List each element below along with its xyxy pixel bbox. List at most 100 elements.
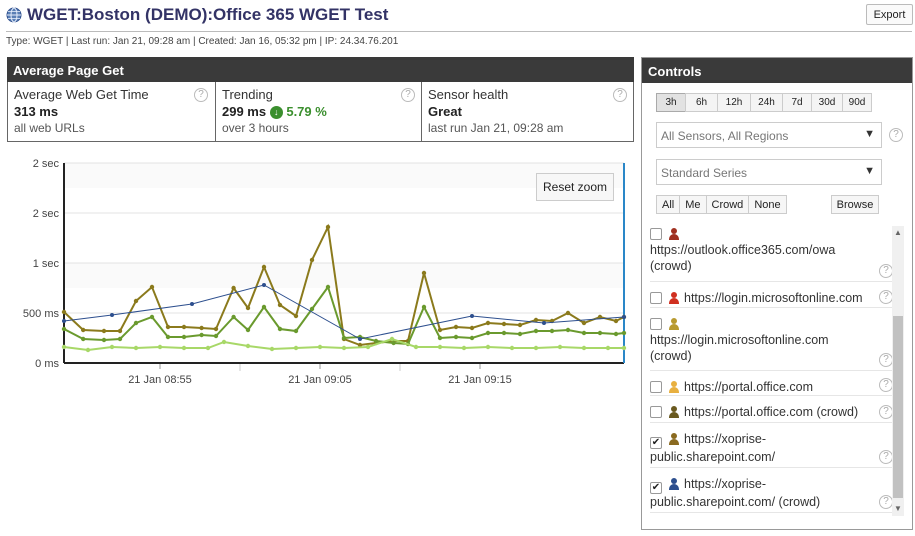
data-point bbox=[533, 328, 539, 334]
help-icon[interactable]: ? bbox=[879, 495, 893, 509]
range-7d[interactable]: 7d bbox=[782, 93, 812, 112]
data-point bbox=[81, 327, 86, 333]
range-30d[interactable]: 30d bbox=[811, 93, 843, 112]
stat-trending-sub: over 3 hours bbox=[222, 121, 289, 135]
sensor-url-cont[interactable]: public.sharepoint.com/ bbox=[650, 450, 776, 464]
data-point bbox=[358, 337, 362, 341]
range-6h[interactable]: 6h bbox=[685, 93, 718, 112]
stat-average: Average Web Get Time 313 ms all web URLs… bbox=[8, 82, 215, 141]
sensor-checkbox[interactable]: ✔ bbox=[650, 482, 662, 494]
data-point bbox=[245, 327, 251, 333]
series-line bbox=[63, 223, 625, 347]
grid-band bbox=[64, 263, 624, 288]
x-tick-label: 21 Jan 09:15 bbox=[448, 374, 512, 386]
data-point bbox=[622, 315, 626, 319]
sensor-url-suffix[interactable]: (crowd) bbox=[650, 259, 692, 273]
title-bar: WGET:Boston (DEMO):Office 365 WGET Test … bbox=[6, 4, 913, 28]
sensor-url-suffix[interactable]: (crowd) bbox=[650, 349, 692, 363]
data-point bbox=[597, 314, 603, 320]
stat-health-label: Sensor health bbox=[428, 87, 509, 102]
help-icon[interactable]: ? bbox=[879, 450, 893, 464]
filter-me[interactable]: Me bbox=[679, 195, 707, 214]
series-line bbox=[63, 284, 625, 346]
data-point bbox=[262, 283, 266, 287]
sensor-region-select-value: All Sensors, All Regions bbox=[661, 129, 789, 143]
help-icon[interactable]: ? bbox=[194, 88, 208, 102]
data-point bbox=[413, 344, 419, 350]
help-icon[interactable]: ? bbox=[879, 290, 893, 304]
export-button[interactable]: Export bbox=[866, 4, 913, 25]
controls-panel: Controls 3h 6h 12h 24h 7d 30d 90d All Sensors,… bbox=[641, 57, 913, 530]
sensor-list-scrollbar[interactable]: ▲ ▼ bbox=[892, 226, 904, 516]
range-3h[interactable]: 3h bbox=[656, 93, 686, 112]
sensor-url[interactable]: https://portal.office.com bbox=[684, 380, 813, 394]
data-point bbox=[469, 335, 475, 341]
controls-header: Controls bbox=[642, 58, 912, 83]
sensor-region-select[interactable]: All Sensors, All Regions ▼ bbox=[656, 122, 882, 148]
series-select[interactable]: Standard Series ▼ bbox=[656, 159, 882, 185]
data-point bbox=[181, 345, 187, 351]
data-point bbox=[453, 334, 459, 340]
help-icon[interactable]: ? bbox=[889, 128, 903, 142]
sensor-url[interactable]: https://xoprise- bbox=[684, 477, 766, 491]
sensor-checkbox[interactable]: ✔ bbox=[650, 437, 662, 449]
scroll-down-icon[interactable]: ▼ bbox=[894, 504, 902, 513]
sensor-url-cont[interactable]: public.sharepoint.com/ (crowd) bbox=[650, 495, 821, 509]
help-icon[interactable]: ? bbox=[879, 353, 893, 367]
range-90d[interactable]: 90d bbox=[842, 93, 872, 112]
data-point bbox=[277, 302, 283, 308]
data-point bbox=[269, 346, 275, 352]
help-icon[interactable]: ? bbox=[879, 378, 893, 392]
data-point bbox=[613, 331, 619, 337]
data-point bbox=[62, 319, 66, 323]
data-point bbox=[61, 326, 67, 332]
sensor-checkbox[interactable] bbox=[650, 406, 662, 418]
sensor-url-cont[interactable]: https://outlook.office365.com/owa bbox=[650, 243, 836, 257]
sensor-checkbox[interactable] bbox=[650, 318, 662, 330]
sensor-checkbox[interactable] bbox=[650, 292, 662, 304]
sensor-first-line: https://portal.office.com bbox=[650, 379, 893, 395]
sensor-item: ✔ https://xoprise-public.sharepoint.com/ … bbox=[650, 468, 893, 513]
help-icon[interactable]: ? bbox=[613, 88, 627, 102]
scrollbar-thumb[interactable] bbox=[893, 316, 903, 498]
filter-all[interactable]: All bbox=[656, 195, 681, 214]
sensor-checkbox[interactable] bbox=[650, 381, 662, 393]
data-point bbox=[533, 317, 539, 323]
data-point bbox=[485, 330, 491, 336]
data-point bbox=[461, 345, 467, 351]
reset-zoom-button[interactable]: Reset zoom bbox=[536, 173, 614, 201]
sensor-checkbox[interactable] bbox=[650, 228, 662, 240]
data-point bbox=[581, 345, 587, 351]
sensor-item: https://login.microsoftonline.com (crowd)… bbox=[650, 308, 893, 371]
help-icon[interactable]: ? bbox=[401, 88, 415, 102]
data-point bbox=[190, 302, 194, 306]
data-point bbox=[85, 347, 91, 353]
sensor-url-cont[interactable]: https://login.microsoftonline.com bbox=[650, 333, 829, 347]
data-point bbox=[199, 325, 204, 331]
help-icon[interactable]: ? bbox=[879, 264, 893, 278]
data-point bbox=[613, 318, 619, 324]
range-12h[interactable]: 12h bbox=[717, 93, 751, 112]
scroll-up-icon[interactable]: ▲ bbox=[894, 228, 902, 237]
range-24h[interactable]: 24h bbox=[750, 93, 783, 112]
page-title: WGET:Boston (DEMO):Office 365 WGET Test bbox=[27, 5, 389, 24]
header-divider bbox=[6, 31, 912, 32]
sensor-first-line bbox=[650, 226, 893, 242]
page-get-chart[interactable]: 2 sec 2 sec 1 sec 500 ms 0 ms 21 Jan 08:55 21 … bbox=[0, 150, 636, 395]
data-point bbox=[341, 345, 347, 351]
y-tick-label: 0 ms bbox=[35, 358, 59, 370]
sensor-url[interactable]: https://login.microsoftonline.com bbox=[684, 291, 863, 305]
sensor-url[interactable]: https://xoprise- bbox=[684, 432, 766, 446]
data-point bbox=[277, 326, 283, 332]
person-icon bbox=[668, 318, 679, 330]
filter-crowd[interactable]: Crowd bbox=[705, 195, 750, 214]
help-icon[interactable]: ? bbox=[879, 405, 893, 419]
filter-none[interactable]: None bbox=[748, 195, 787, 214]
data-point bbox=[605, 345, 611, 351]
sensor-url[interactable]: https://portal.office.com (crowd) bbox=[684, 405, 859, 419]
data-point bbox=[205, 345, 211, 351]
data-point bbox=[117, 328, 123, 334]
data-point bbox=[133, 298, 139, 304]
browse-button[interactable]: Browse bbox=[831, 195, 879, 214]
data-point bbox=[149, 314, 155, 320]
